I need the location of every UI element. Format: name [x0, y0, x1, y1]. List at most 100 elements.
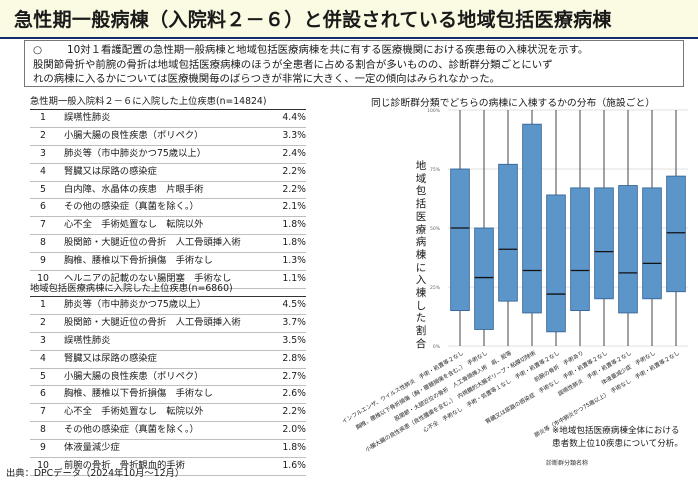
disease-name: 腎臓又は尿路の感染症 [64, 352, 157, 364]
chart-note: ※地域包括医療病棟全体における 患者数上位10疾患について分析。 [552, 425, 683, 451]
disease-name: その他の感染症（真菌を除く。） [64, 201, 199, 213]
rank-number: 2 [40, 129, 46, 141]
summary-line-1: 10対１看護配置の急性期一般病棟と地域包括医療病棟を共に有する医療機関における疾… [67, 44, 589, 56]
disease-name: 腎臓又は尿路の感染症 [64, 165, 157, 177]
rank-number: 4 [40, 352, 46, 364]
disease-name: 小腸大腸の良性疾患（ポリペク） [64, 370, 204, 382]
disease-name: 体液量減少症 [64, 442, 120, 454]
table-row: 9 胸椎、腰椎以下骨折損傷 手術なし 1.3% [30, 253, 306, 272]
page-title: 急性期一般病棟（入院料２－６）と併設されている地域包括医療病棟 [14, 9, 612, 31]
rank-number: 6 [40, 201, 46, 213]
table-row: 10 前腕の骨折 骨折観血的手術 1.6% [30, 458, 306, 476]
disease-name: 心不全 手術処置なし 転院以外 [64, 219, 204, 231]
disease-name: 誤嚥性肺炎 [64, 334, 111, 346]
table-row: 5 白内障、水晶体の疾患 片眼手術 2.2% [30, 182, 306, 200]
share-percent: 2.2% [282, 406, 306, 418]
table-row: 10 ヘルニアの記載のない腸閉塞 手術なし 1.1% [30, 271, 306, 289]
disease-name: 小腸大腸の良性疾患（ポリペク） [64, 129, 204, 141]
table-row: 5 小腸大腸の良性疾患（ポリペク） 2.7% [30, 369, 306, 387]
box [618, 185, 638, 314]
table-row: 2 小腸大腸の良性疾患（ポリペク） 3.3% [30, 128, 306, 146]
share-percent: 1.6% [282, 460, 306, 472]
table-row: 4 腎臓又は尿路の感染症 2.8% [30, 351, 306, 369]
table-heading: 地域包括医療病棟に入院した上位疾患(n=6860) [30, 282, 306, 297]
rank-number: 4 [40, 165, 46, 177]
table-row: 3 肺炎等（市中肺炎かつ75歳以上） 2.4% [30, 146, 306, 164]
table-row: 6 その他の感染症（真菌を除く。） 2.1% [30, 199, 306, 218]
disease-name: 胸椎、腰椎以下骨折損傷 手術なし [64, 255, 213, 267]
box [498, 163, 518, 302]
disease-name: 心不全 手術処置なし 転院以外 [64, 406, 204, 418]
table-row: 7 心不全 手術処置なし 転院以外 2.2% [30, 404, 306, 423]
rank-number: 3 [40, 334, 46, 346]
share-percent: 3.5% [282, 334, 306, 346]
box [666, 175, 686, 293]
table-row: 1 肺炎等（市中肺炎かつ75歳以上） 4.5% [30, 297, 306, 315]
share-percent: 3.3% [282, 129, 306, 141]
box [594, 187, 614, 300]
table-row: 9 体液量減少症 1.8% [30, 440, 306, 459]
rank-number: 8 [40, 424, 46, 436]
rank-number: 6 [40, 388, 46, 400]
rank-number: 3 [40, 147, 46, 159]
share-percent: 2.0% [282, 424, 306, 436]
rank-number: 1 [40, 299, 46, 310]
rank-number: 8 [40, 237, 46, 249]
rank-number: 9 [40, 442, 46, 454]
share-percent: 4.4% [282, 112, 306, 123]
disease-name: ヘルニアの記載のない腸閉塞 手術なし [64, 273, 232, 285]
share-percent: 1.1% [282, 273, 306, 285]
table-row: 7 心不全 手術処置なし 転院以外 1.8% [30, 217, 306, 236]
source-note: 出典：DPCデータ（2024年10月～12月） [6, 468, 185, 479]
rank-number: 9 [40, 255, 46, 267]
summary-line-3: れの病棟に入るかについては医療機関毎のばらつきが非常に大きく、一定の傾向はみられ… [33, 73, 501, 86]
table-row: 2 股関節・大腿近位の骨折 人工骨頭挿入術 3.7% [30, 315, 306, 333]
note-line: 患者数上位10疾患について分析。 [552, 439, 683, 449]
table-row: 8 股関節・大腿近位の骨折 人工骨頭挿入術 1.8% [30, 235, 306, 254]
chart-title: 同じ診断群分類でどちらの病棟に入棟するかの分布（施設ごと） [371, 98, 656, 109]
summary-bullet: ○ [33, 44, 43, 56]
share-percent: 2.1% [282, 201, 306, 213]
note-line: ※地域包括医療病棟全体における [552, 426, 680, 436]
share-percent: 2.7% [282, 370, 306, 382]
share-percent: 2.2% [282, 183, 306, 195]
table-row: 6 胸椎、腰椎以下骨折損傷 手術なし 2.6% [30, 386, 306, 405]
table-row: 4 腎臓又は尿路の感染症 2.2% [30, 164, 306, 182]
box [450, 168, 470, 312]
rank-number: 5 [40, 370, 46, 382]
share-percent: 2.4% [282, 147, 306, 159]
y-tick-label: 75% [430, 167, 441, 173]
disease-name: 胸椎、腰椎以下骨折損傷 手術なし [64, 388, 213, 400]
table-heading: 急性期一般入院料２－６に入院した上位疾患(n=14824) [30, 95, 306, 110]
box [642, 187, 662, 300]
share-percent: 4.5% [282, 299, 306, 310]
acute-ward-top-diseases-table: 急性期一般入院料２－６に入院した上位疾患(n=14824) 1 誤嚥性肺炎 4.4%… [30, 95, 306, 289]
x-axis-title: 診断群分類名称 [546, 459, 588, 467]
rank-number: 10 [37, 460, 49, 472]
title-bar: 急性期一般病棟（入院料２－６）と併設されている地域包括医療病棟 [0, 0, 698, 39]
table-row: 1 誤嚥性肺炎 4.4% [30, 110, 306, 128]
disease-name: 白内障、水晶体の疾患 片眼手術 [64, 183, 204, 195]
share-percent: 1.3% [282, 255, 306, 267]
y-tick-label: 0% [433, 344, 441, 350]
disease-name: 誤嚥性肺炎 [64, 112, 111, 123]
rank-number: 5 [40, 183, 46, 195]
share-percent: 2.6% [282, 388, 306, 400]
disease-name: 肺炎等（市中肺炎かつ75歳以上） [64, 299, 206, 310]
rank-number: 7 [40, 219, 46, 231]
share-percent: 2.8% [282, 352, 306, 364]
y-tick-label: 100% [427, 108, 441, 114]
box [474, 227, 494, 330]
share-percent: 1.8% [282, 442, 306, 454]
share-percent: 3.7% [282, 316, 306, 328]
disease-name: 肺炎等（市中肺炎かつ75歳以上） [64, 147, 206, 159]
summary-box: ○ 10対１看護配置の急性期一般病棟と地域包括医療病棟を共に有する医療機関におけ… [24, 40, 684, 87]
y-tick-label: 25% [430, 285, 441, 291]
disease-name: 股関節・大腿近位の骨折 人工骨頭挿入術 [64, 316, 241, 328]
rank-number: 1 [40, 112, 46, 123]
y-tick-label: 50% [430, 226, 441, 232]
y-axis-label: 地域包括医療病棟に入棟した割合 [415, 160, 427, 350]
share-percent: 2.2% [282, 165, 306, 177]
disease-name: 前腕の骨折 骨折観血的手術 [64, 460, 185, 472]
